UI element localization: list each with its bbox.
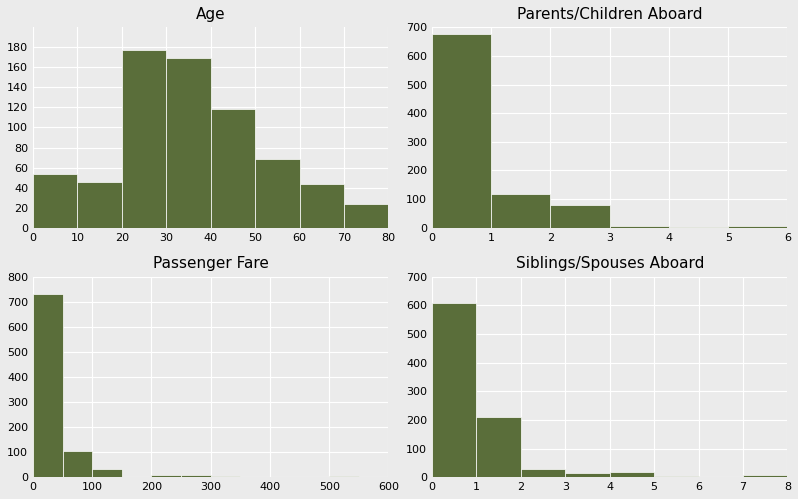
Bar <box>77 182 122 228</box>
Bar <box>93 469 122 477</box>
Bar <box>211 476 240 477</box>
Bar <box>181 475 211 477</box>
Bar <box>122 50 166 228</box>
Bar <box>521 469 565 477</box>
Bar <box>166 58 211 228</box>
Bar <box>344 204 389 228</box>
Title: Age: Age <box>196 7 226 22</box>
Bar <box>33 174 77 228</box>
Bar <box>551 205 610 228</box>
Bar <box>255 159 299 228</box>
Bar <box>610 472 654 477</box>
Title: Parents/Children Aboard: Parents/Children Aboard <box>517 7 702 22</box>
Bar <box>492 194 551 228</box>
Bar <box>33 294 62 477</box>
Bar <box>211 109 255 228</box>
Bar <box>654 476 698 477</box>
Bar <box>152 475 181 477</box>
Bar <box>476 417 521 477</box>
Title: Siblings/Spouses Aboard: Siblings/Spouses Aboard <box>516 256 704 271</box>
Bar <box>565 473 610 477</box>
Bar <box>432 303 476 477</box>
Title: Passenger Fare: Passenger Fare <box>152 256 269 271</box>
Bar <box>743 475 788 477</box>
Bar <box>62 452 93 477</box>
Bar <box>669 227 729 228</box>
Bar <box>299 184 344 228</box>
Bar <box>432 33 492 228</box>
Bar <box>610 226 669 228</box>
Bar <box>729 226 788 228</box>
